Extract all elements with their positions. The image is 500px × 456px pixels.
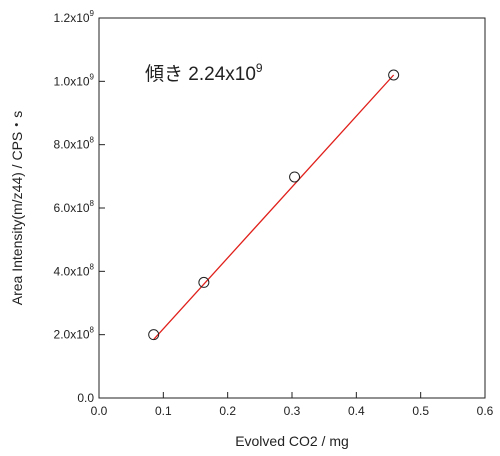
y-tick-label: 1.2x109 xyxy=(54,9,95,25)
y-axis-ticks: 0.02.0x1084.0x1086.0x1088.0x1081.0x1091.… xyxy=(54,9,105,405)
data-layer xyxy=(148,69,400,341)
y-tick-label: 1.0x109 xyxy=(54,72,95,88)
x-tick-label: 0.4 xyxy=(348,404,365,418)
x-tick-label: 0.3 xyxy=(284,404,301,418)
y-tick-label-base: 2.0x10 xyxy=(54,328,90,342)
y-tick-label-exponent: 8 xyxy=(90,262,95,271)
x-tick-label: 0.0 xyxy=(91,404,108,418)
y-tick-label-exponent: 9 xyxy=(90,72,95,81)
y-tick-label-base: 1.0x10 xyxy=(54,74,90,88)
x-axis-ticks: 0.0 0.1 0.2 0.3 0.4 0.5 0.6 xyxy=(91,392,494,418)
y-tick-label-exponent: 8 xyxy=(90,199,95,208)
data-point xyxy=(289,171,301,183)
x-tick-label: 0.2 xyxy=(219,404,236,418)
data-point xyxy=(388,69,400,81)
y-tick-label-exponent: 8 xyxy=(90,326,95,335)
y-tick-label: 4.0x108 xyxy=(54,262,95,278)
y-tick-label-base: 4.0x10 xyxy=(54,264,90,278)
annotation-exponent: 9 xyxy=(256,61,263,75)
fit-line xyxy=(153,74,395,340)
data-point xyxy=(148,329,160,341)
y-tick-label-base: 1.2x10 xyxy=(54,11,90,25)
y-tick-label: 0.0 xyxy=(77,391,94,405)
y-tick-label-exponent: 9 xyxy=(90,9,95,18)
x-tick-label: 0.5 xyxy=(412,404,429,418)
y-tick-label-exponent: 8 xyxy=(90,136,95,145)
y-tick-label: 2.0x108 xyxy=(54,326,95,342)
x-tick-label: 0.1 xyxy=(155,404,172,418)
y-tick-label-base: 6.0x10 xyxy=(54,201,90,215)
y-tick-label-base: 8.0x10 xyxy=(54,138,90,152)
annotation-text: 傾き 2.24x10 xyxy=(145,63,256,85)
annotation-slope: 傾き 2.24x109 xyxy=(145,61,263,85)
y-tick-label: 8.0x108 xyxy=(54,136,95,152)
x-axis-label: Evolved CO2 / mg xyxy=(235,433,349,449)
y-tick-label-base: 0.0 xyxy=(77,391,94,405)
x-tick-label: 0.6 xyxy=(477,404,494,418)
y-axis-label: Area Intensity(m/z44) / CPS・s xyxy=(9,111,25,306)
y-tick-label: 6.0x108 xyxy=(54,199,95,215)
data-point xyxy=(198,276,210,288)
